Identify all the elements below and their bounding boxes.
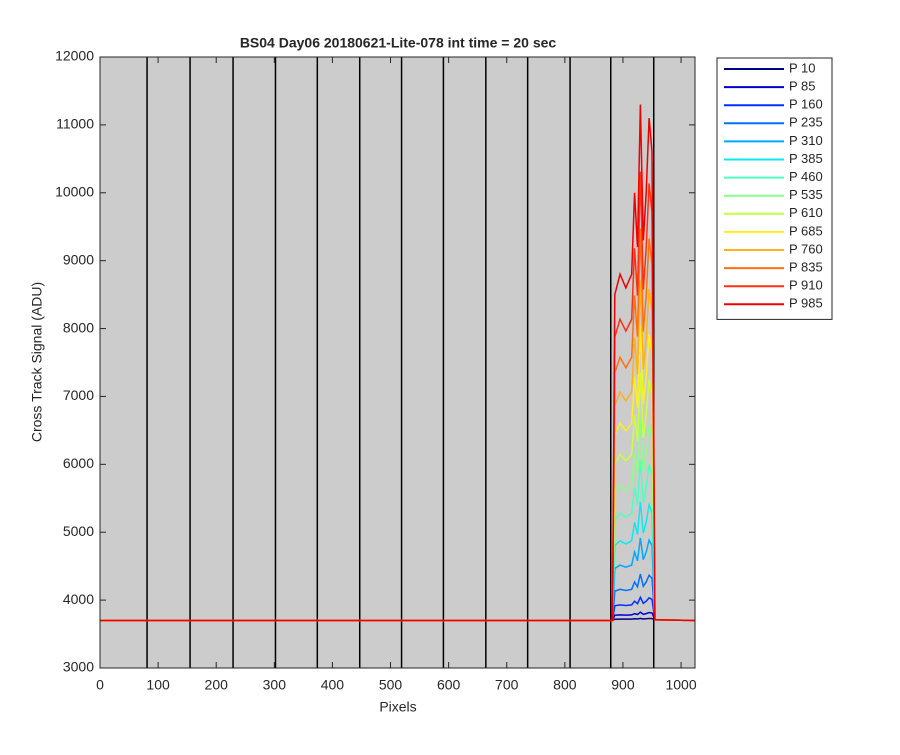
x-tick-label: 500 [379,677,403,693]
y-tick-label: 7000 [63,387,94,403]
x-tick-label: 900 [611,677,635,693]
y-tick-label: 9000 [63,251,94,267]
x-tick-label: 300 [263,677,287,693]
legend-box [716,57,833,320]
legend-label: P 910 [789,278,823,293]
y-tick-label: 8000 [63,319,94,335]
legend-label: P 310 [789,133,823,148]
y-tick-label: 10000 [55,183,94,199]
legend-label: P 535 [789,187,823,202]
y-tick-label: 3000 [63,659,94,675]
plot-frame [99,56,696,669]
y-tick-label: 11000 [56,116,94,132]
x-tick-label: 0 [96,677,104,693]
series-line [100,104,696,622]
legend-label: P 610 [789,205,823,220]
legend-label: P 685 [789,223,823,238]
y-tick-label: 4000 [63,591,94,607]
x-tick-label: 400 [321,677,345,693]
legend-label: P 235 [789,115,823,130]
x-tick-label: 200 [205,677,229,693]
x-tick-label: 800 [553,677,577,693]
legend-label: P 10 [789,60,816,75]
x-axis-label: Pixels [379,699,416,715]
legend-label: P 460 [789,169,823,184]
legend-label: P 385 [789,151,823,166]
y-tick-label: 5000 [63,523,94,539]
legend-label: P 985 [789,296,823,311]
x-tick-label: 1000 [665,677,696,693]
legend-label: P 835 [789,260,823,275]
chart-title: BS04 Day06 20180621-Lite-078 int time = … [240,35,557,51]
x-tick-label: 100 [146,677,170,693]
x-tick-label: 700 [495,677,519,693]
legend-label: P 160 [789,97,823,112]
plot-background [100,57,695,668]
y-tick-label: 6000 [63,455,94,471]
x-tick-label: 600 [437,677,461,693]
legend-label: P 85 [789,79,816,94]
y-tick-label: 12000 [55,48,94,64]
y-axis-label: Cross Track Signal (ADU) [29,282,45,442]
legend-label: P 760 [789,241,823,256]
